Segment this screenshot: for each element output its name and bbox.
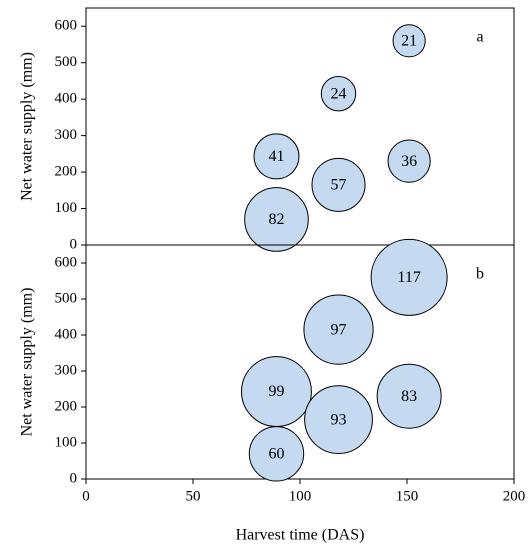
y-tick-label-b: 500 — [55, 290, 78, 306]
bubble-b-0 — [370, 238, 448, 316]
y-axis-title-b: Net water supply (mm) — [19, 288, 36, 437]
y-tick-label-b: 300 — [55, 362, 78, 378]
bubble-label-b-4: 93 — [331, 411, 347, 428]
y-tick-label-a: 400 — [55, 91, 78, 107]
y-tick-label-a: 300 — [55, 127, 78, 143]
bubble-b-3 — [376, 363, 442, 429]
y-tick-label-b: 400 — [55, 326, 78, 342]
bubble-label-a-3: 36 — [401, 153, 417, 170]
y-tick-label-b: 200 — [55, 398, 78, 414]
y-axis-title-a: Net water supply (mm) — [19, 52, 36, 201]
bubble-label-b-3: 83 — [401, 388, 417, 405]
bubble-label-b-1: 97 — [331, 321, 347, 338]
bubble-label-a-2: 41 — [268, 148, 284, 165]
bubble-label-a-1: 24 — [331, 85, 347, 102]
bubble-label-b-0: 117 — [397, 269, 420, 286]
y-tick-label-a: 500 — [55, 54, 78, 70]
x-tick-label: 50 — [186, 488, 201, 504]
bubble-label-a-0: 21 — [401, 32, 417, 49]
y-tick-label-b: 600 — [55, 254, 78, 270]
bubble-b-4 — [304, 385, 373, 454]
y-tick-label-b: 100 — [55, 434, 78, 450]
bubble-label-a-4: 57 — [331, 177, 347, 194]
panel-label-a: a — [476, 29, 483, 46]
y-tick-label-a: 100 — [55, 200, 78, 216]
bubble-a-4 — [311, 157, 366, 212]
x-tick-label: 150 — [396, 488, 419, 504]
bubble-a-1 — [320, 75, 357, 112]
y-tick-label-b: 0 — [70, 470, 78, 486]
x-tick-label: 200 — [503, 488, 526, 504]
bubble-a-0 — [392, 24, 426, 58]
bubble-a-3 — [387, 139, 431, 183]
bubble-b-5 — [248, 426, 305, 482]
bubble-b-1 — [303, 294, 374, 365]
panel-label-b: b — [476, 266, 484, 283]
bubble-label-a-5: 82 — [268, 211, 284, 228]
x-tick-label: 0 — [82, 488, 90, 504]
bubble-label-b-2: 99 — [268, 383, 284, 400]
bubble-label-b-5: 60 — [268, 445, 284, 462]
x-axis-title: Harvest time (DAS) — [236, 527, 365, 544]
y-tick-label-a: 0 — [70, 236, 78, 252]
bubble-a-2 — [253, 133, 300, 180]
bubble-a-5 — [244, 187, 309, 252]
y-tick-label-a: 200 — [55, 164, 78, 180]
x-tick-label: 100 — [289, 488, 312, 504]
y-tick-label-a: 600 — [55, 18, 78, 34]
